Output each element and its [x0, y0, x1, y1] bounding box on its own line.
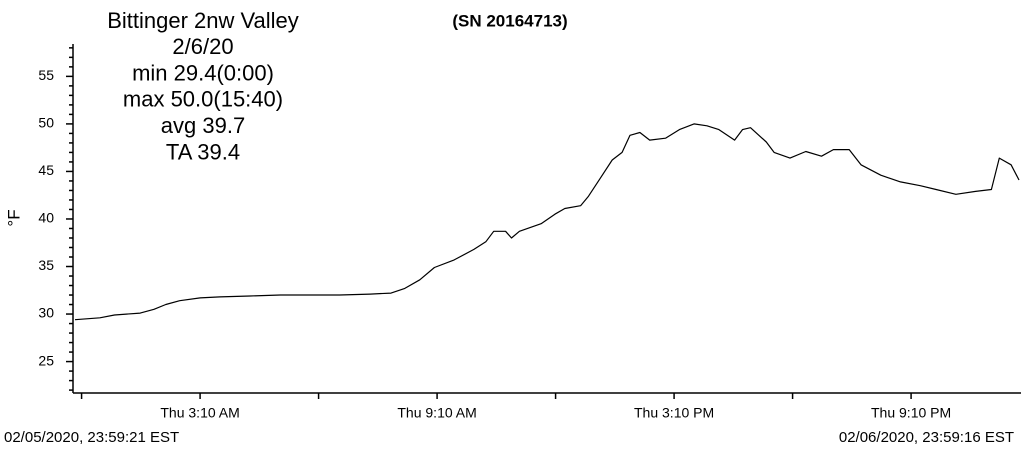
start-label: 02/05/2020, 23:59:21 EST [4, 429, 179, 446]
title-line: Bittinger 2nw Valley [107, 8, 299, 33]
title-line: max 50.0(15:40) [123, 87, 283, 112]
y-tick-label: 35 [38, 257, 54, 273]
y-label: °F [4, 209, 23, 226]
y-tick-label: 40 [38, 210, 54, 226]
y-tick-label: 25 [38, 352, 54, 368]
title-line: TA 39.4 [166, 139, 240, 164]
title-line: 2/6/20 [172, 34, 233, 59]
x-tick-label: Thu 9:10 AM [397, 405, 476, 421]
x-tick-label: Thu 3:10 PM [634, 405, 714, 421]
y-tick-label: 30 [38, 305, 54, 321]
x-tick-label: Thu 3:10 AM [160, 405, 239, 421]
y-tick-label: 55 [38, 67, 54, 83]
y-tick-label: 50 [38, 115, 54, 131]
end-label: 02/06/2020, 23:59:16 EST [839, 429, 1014, 446]
temperature-line [74, 123, 1020, 321]
title-line: avg 39.7 [161, 113, 245, 138]
title-line: min 29.4(0:00) [132, 60, 274, 85]
y-tick-label: 45 [38, 162, 54, 178]
x-tick-label: Thu 9:10 PM [871, 405, 951, 421]
serial: (SN 20164713) [452, 11, 567, 30]
